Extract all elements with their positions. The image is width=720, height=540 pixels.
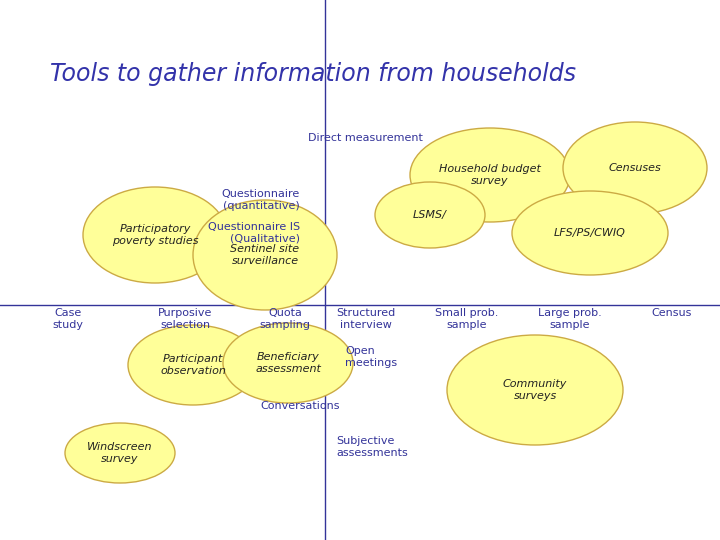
Ellipse shape xyxy=(128,325,258,405)
Text: Small prob.
sample: Small prob. sample xyxy=(436,308,499,329)
Text: Subjective
assessments: Subjective assessments xyxy=(336,436,408,458)
Ellipse shape xyxy=(83,187,227,283)
Text: Sentinel site
surveillance: Sentinel site surveillance xyxy=(230,244,300,266)
Ellipse shape xyxy=(375,182,485,248)
Ellipse shape xyxy=(512,191,668,275)
Text: Case
study: Case study xyxy=(53,308,84,329)
Text: Windscreen
survey: Windscreen survey xyxy=(87,442,153,464)
Text: LSMS/: LSMS/ xyxy=(413,210,447,220)
Text: Conversations: Conversations xyxy=(261,401,340,411)
Text: Direct measurement: Direct measurement xyxy=(308,133,423,143)
Ellipse shape xyxy=(223,323,353,403)
Text: Participatory
poverty studies: Participatory poverty studies xyxy=(112,224,198,246)
Text: Tools to gather information from households: Tools to gather information from househo… xyxy=(50,62,576,86)
Ellipse shape xyxy=(563,122,707,214)
Text: LFS/PS/CWIQ: LFS/PS/CWIQ xyxy=(554,228,626,238)
Ellipse shape xyxy=(193,200,337,310)
Ellipse shape xyxy=(447,335,623,445)
Ellipse shape xyxy=(410,128,570,222)
Text: Questionnaire
(quantitative): Questionnaire (quantitative) xyxy=(222,189,300,211)
Text: Open
meetings: Open meetings xyxy=(345,346,397,368)
Text: Structured
interview: Structured interview xyxy=(336,308,395,329)
Ellipse shape xyxy=(65,423,175,483)
Text: Purposive
selection: Purposive selection xyxy=(158,308,212,329)
Text: Participant
observation: Participant observation xyxy=(160,354,226,376)
Text: Household budget
survey: Household budget survey xyxy=(439,164,541,186)
Text: Questionnaire IS
(Qualitative): Questionnaire IS (Qualitative) xyxy=(208,222,300,244)
Text: Large prob.
sample: Large prob. sample xyxy=(538,308,602,329)
Text: Community
surveys: Community surveys xyxy=(503,379,567,401)
Text: Beneficiary
assessment: Beneficiary assessment xyxy=(255,352,321,374)
Text: Quota
sampling: Quota sampling xyxy=(259,308,310,329)
Text: Census: Census xyxy=(652,308,692,318)
Text: Censuses: Censuses xyxy=(608,163,662,173)
